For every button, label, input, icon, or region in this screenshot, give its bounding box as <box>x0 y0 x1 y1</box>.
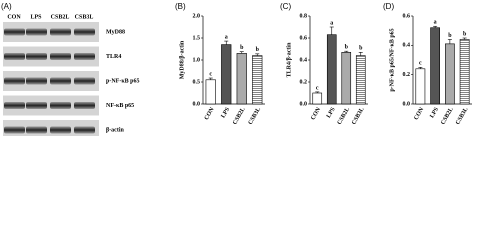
significance-letter: b <box>256 47 260 53</box>
panel-label: (C) <box>280 2 291 11</box>
lane-label: CSB2L <box>51 14 70 20</box>
y-axis-label: p-NF-κB p65/NF-κB p65 <box>389 28 395 91</box>
panel-label: (A) <box>1 2 12 11</box>
significance-letter: c <box>419 61 422 67</box>
significance-letter: b <box>463 31 467 37</box>
y-tick-label: 0.2 <box>403 72 411 78</box>
bar <box>252 55 263 105</box>
blot-band <box>4 102 25 109</box>
significance-letter: a <box>434 20 437 26</box>
bar <box>415 68 426 105</box>
y-tick-label: 0.4 <box>300 57 308 63</box>
y-tick-label: 1.5 <box>193 35 201 41</box>
x-tick-label: CSB2L <box>440 107 455 126</box>
blot-band <box>4 53 25 60</box>
blot-band <box>26 53 47 60</box>
blot-band <box>26 28 47 36</box>
blot-band <box>4 77 25 85</box>
y-tick-label: 0.8 <box>300 13 308 19</box>
blot-band <box>74 102 95 109</box>
y-tick-label: 0.2 <box>300 79 308 85</box>
y-axis-label: MyD88/β-actin <box>179 40 185 79</box>
protein-label: NF-κB p65 <box>106 103 134 109</box>
bar <box>236 53 247 105</box>
blot-band <box>50 126 71 134</box>
bar <box>355 55 366 105</box>
y-tick-label: 0.6 <box>300 35 308 41</box>
blot-band <box>50 28 71 36</box>
y-tick-label: 1.0 <box>193 57 201 63</box>
x-tick-label: CON <box>413 106 425 121</box>
lane-label: LPS <box>30 14 42 20</box>
y-tick-label: 0.4 <box>403 43 411 49</box>
y-tick-label: 0.5 <box>193 79 201 85</box>
x-tick-label: CSB3L <box>351 107 366 126</box>
significance-letter: a <box>330 20 333 26</box>
blot-band <box>50 53 71 60</box>
x-tick-label: CSB3L <box>455 107 470 126</box>
x-tick-label: CON <box>204 106 216 121</box>
y-tick-label: 0.0 <box>403 101 411 107</box>
lane-label: CSB3L <box>75 14 94 20</box>
blot-band <box>74 53 95 60</box>
x-tick-label: LPS <box>326 106 337 119</box>
protein-label: TLR4 <box>106 54 121 60</box>
blot-band <box>74 126 95 134</box>
bar <box>205 79 216 105</box>
blot-band <box>50 102 71 109</box>
blot-band <box>50 77 71 85</box>
bar <box>459 39 470 105</box>
page: (A) CON LPS CSB2L CSB3L MyD88 TLR4 p-NF-κB p65 N… <box>1 2 472 136</box>
x-tick-label: CON <box>310 106 322 121</box>
significance-letter: c <box>316 85 319 91</box>
lane-label: CON <box>7 14 21 20</box>
bar <box>430 27 440 105</box>
significance-letter: b <box>345 45 349 51</box>
significance-letter: a <box>225 34 228 40</box>
significance-letter: b <box>240 45 244 51</box>
x-tick-label: LPS <box>429 106 440 119</box>
panel-label: (B) <box>175 2 186 11</box>
bar <box>326 34 337 105</box>
x-tick-label: LPS <box>220 106 231 119</box>
blot-band <box>4 28 25 36</box>
blot-band <box>26 102 47 109</box>
blot-band <box>4 126 25 134</box>
y-tick-label: 2.0 <box>193 13 201 19</box>
blot-band <box>74 77 95 85</box>
significance-letter: c <box>209 71 212 77</box>
protein-label: β-actin <box>106 127 124 133</box>
blot-band <box>26 77 47 85</box>
bar <box>341 51 352 105</box>
protein-label: MyD88 <box>106 29 125 35</box>
y-tick-label: 0.0 <box>300 101 308 107</box>
x-tick-label: CSB2L <box>337 107 352 126</box>
y-tick-label: 0.6 <box>403 13 411 19</box>
bar <box>312 92 323 105</box>
blot-band <box>74 28 95 36</box>
y-tick-label: 0.0 <box>193 101 201 107</box>
x-tick-label: CSB2L <box>232 107 247 126</box>
blot-band <box>26 126 47 134</box>
bar <box>445 43 455 105</box>
y-axis-label: TLR4/β-actin <box>286 42 292 77</box>
significance-letter: b <box>448 33 452 39</box>
bar <box>221 44 232 105</box>
x-tick-label: CSB3L <box>248 107 263 126</box>
protein-label: p-NF-κB p65 <box>106 78 140 84</box>
panel-label: (D) <box>383 2 394 11</box>
significance-letter: b <box>359 46 363 52</box>
